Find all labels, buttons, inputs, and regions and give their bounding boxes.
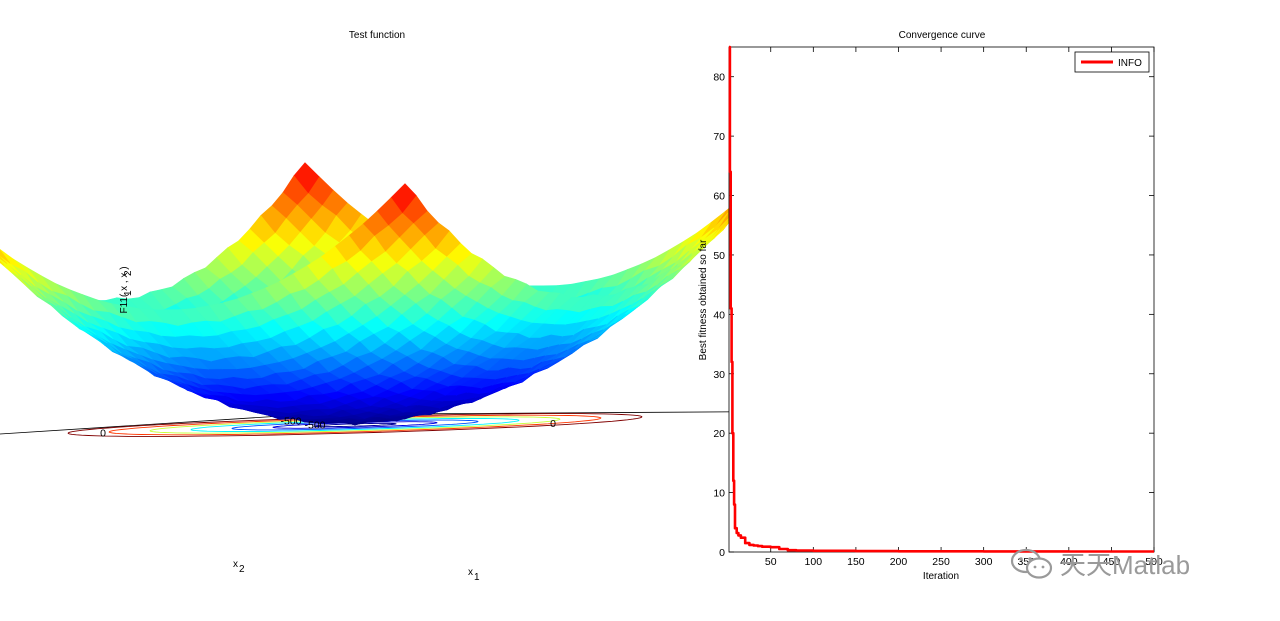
surface-mesh	[0, 159, 782, 426]
legend-label: INFO	[1118, 58, 1142, 69]
convergence-plot: Convergence curve 50 100 150 200 250 300 350 40…	[698, 30, 1163, 582]
x2-axis-label: x	[233, 559, 238, 570]
x-tick-label: 150	[847, 556, 865, 568]
contour-rings	[67, 413, 643, 437]
contour-ring	[272, 421, 438, 429]
surface-facet	[0, 260, 5, 266]
x-tick-label: 200	[890, 556, 908, 568]
y-tick-label: 60	[713, 191, 725, 203]
plot-area	[728, 46, 1155, 553]
y-axis-label: Best fitness obtained so far	[698, 239, 709, 360]
x1-tick-label: 0	[550, 418, 556, 430]
x2-axis-sub: 2	[239, 564, 245, 575]
y-ticks: 0 10 20 30 40 50 60 70 80	[713, 72, 1154, 559]
series-line-info	[728, 45, 1154, 553]
x2-tick-label: 0	[100, 428, 106, 440]
surface-facet	[0, 261, 2, 264]
contour-ring	[149, 416, 561, 434]
watermark: 天天Matlab	[1010, 545, 1190, 582]
x-tick-label: 50	[765, 556, 777, 568]
y-tick-label: 80	[713, 72, 725, 84]
y-tick-label: 20	[713, 428, 725, 440]
floor-edge	[0, 414, 306, 435]
x1-axis-label: x	[468, 567, 473, 578]
wechat-icon	[1010, 548, 1053, 579]
y-tick-label: 30	[713, 369, 725, 381]
x1-axis-sub: 1	[474, 572, 480, 583]
x-tick-label: 250	[932, 556, 950, 568]
x-tick-label: 300	[975, 556, 993, 568]
y-tick-label: 70	[713, 131, 725, 143]
contour-ring	[108, 414, 602, 436]
surface-title: Test function	[349, 30, 405, 41]
surface-facet	[0, 249, 11, 264]
z-axis-label-text: F11( x , x )	[119, 266, 130, 313]
y-tick-label: 0	[719, 547, 725, 559]
x-axis-label: Iteration	[923, 571, 959, 582]
watermark-text: 天天Matlab	[1060, 550, 1191, 580]
contour-ring	[190, 418, 520, 432]
y-tick-label: 40	[713, 309, 725, 321]
y-tick-label: 50	[713, 250, 725, 262]
surface-facet	[0, 256, 8, 264]
x-tick-label: 100	[805, 556, 823, 568]
y-tick-label: 10	[713, 488, 725, 500]
z-axis-label: F11( x , x ) 1 2	[119, 266, 134, 313]
contour-ring	[67, 413, 643, 437]
contour-ring	[231, 419, 479, 431]
x-tick-label: 500	[1145, 556, 1163, 568]
surface-plot: Test function 020406080100120140-5000500…	[0, 30, 800, 583]
x-tick-label: 400	[1060, 556, 1078, 568]
x2-tick-label: -500	[280, 416, 301, 428]
x-tick-label: 450	[1103, 556, 1121, 568]
z-axis-label-sub1: 1	[123, 290, 134, 296]
legend: INFO	[1074, 51, 1150, 73]
contour-ring	[313, 422, 397, 428]
x1-tick-label: -500	[304, 420, 325, 432]
z-axis-label-sub2: 2	[123, 270, 134, 276]
convergence-title: Convergence curve	[899, 30, 986, 41]
